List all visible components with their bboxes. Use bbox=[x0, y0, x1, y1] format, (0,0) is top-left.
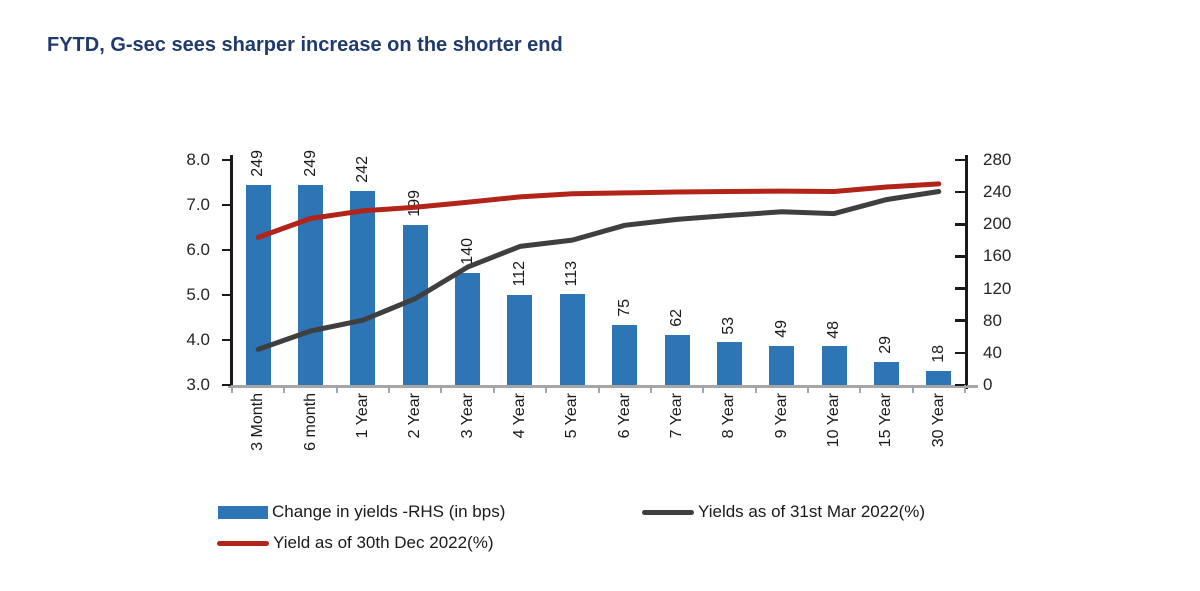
bar bbox=[245, 184, 271, 385]
x-axis-tick bbox=[911, 385, 914, 393]
right-axis-tick-label: 120 bbox=[983, 278, 1012, 298]
x-axis-tick bbox=[545, 385, 548, 393]
legend-label-yield-dec-2022: Yield as of 30th Dec 2022(%) bbox=[273, 533, 494, 552]
x-axis-tick bbox=[649, 385, 652, 393]
bar bbox=[716, 342, 742, 385]
left-axis-tick bbox=[222, 293, 231, 297]
bar bbox=[350, 190, 376, 385]
bar-value-label: 49 bbox=[772, 319, 790, 338]
bar bbox=[559, 294, 585, 385]
x-category-label: 3 Month bbox=[249, 393, 267, 451]
bar bbox=[455, 272, 481, 385]
mar-2022-line-swatch bbox=[642, 509, 694, 515]
left-axis-tick-label: 6.0 bbox=[186, 240, 210, 259]
left-axis-tick bbox=[222, 203, 231, 207]
bar-value-label: 199 bbox=[406, 190, 424, 218]
x-category-label: 8 Year bbox=[720, 393, 738, 439]
bar bbox=[612, 324, 638, 385]
legend-item-yields-mar-2022: Yields as of 31st Mar 2022(%) bbox=[642, 501, 925, 523]
x-category-label: 2 Year bbox=[406, 393, 424, 439]
bar-value-label: 29 bbox=[877, 335, 895, 354]
right-axis-tick bbox=[955, 319, 967, 322]
bar-value-label: 249 bbox=[301, 150, 319, 177]
bar-series-swatch bbox=[218, 505, 268, 519]
left-axis-tick-label: 7.0 bbox=[186, 195, 210, 214]
legend-item-change-in-yields: Change in yields -RHS (in bps) bbox=[218, 501, 505, 523]
right-axis-tick-label: 0 bbox=[983, 375, 993, 394]
x-axis-tick bbox=[283, 385, 286, 393]
right-axis-tick bbox=[955, 287, 967, 290]
left-axis-tick-label: 3.0 bbox=[186, 375, 210, 394]
right-axis-tick-label: 280 bbox=[983, 150, 1012, 169]
x-category-label: 1 Year bbox=[353, 393, 371, 439]
left-axis-tick-label: 5.0 bbox=[186, 285, 210, 304]
x-category-label: 9 Year bbox=[772, 393, 790, 439]
bar bbox=[664, 335, 690, 385]
x-category-label: 3 Year bbox=[458, 393, 476, 439]
bar-value-label: 249 bbox=[249, 150, 267, 177]
x-axis-tick bbox=[335, 385, 338, 393]
right-axis-tick-label: 80 bbox=[983, 310, 1002, 330]
bar-value-label: 75 bbox=[615, 298, 633, 317]
bar-value-label: 113 bbox=[563, 260, 581, 287]
x-category-label: 15 Year bbox=[877, 393, 895, 448]
x-category-label: 5 Year bbox=[563, 393, 581, 439]
x-axis-tick bbox=[388, 385, 391, 393]
x-axis-tick bbox=[231, 385, 233, 393]
right-axis-tick bbox=[955, 351, 967, 355]
left-axis-tick bbox=[222, 338, 231, 342]
right-axis-tick-label: 240 bbox=[983, 182, 1012, 202]
bar bbox=[298, 184, 324, 385]
dec-2022-line-swatch bbox=[217, 540, 269, 546]
x-axis-tick bbox=[440, 385, 443, 393]
right-axis-tick-label: 160 bbox=[983, 246, 1012, 266]
bar-value-label: 140 bbox=[458, 237, 476, 265]
x-category-label: 10 Year bbox=[825, 393, 843, 448]
x-axis-tick bbox=[492, 385, 495, 393]
x-category-label: 7 Year bbox=[668, 393, 686, 439]
x-axis-tick bbox=[754, 385, 757, 393]
right-axis-tick bbox=[955, 190, 967, 194]
left-axis-tick bbox=[222, 158, 231, 162]
x-category-label: 6 month bbox=[301, 393, 319, 451]
legend-label-change-in-yields: Change in yields -RHS (in bps) bbox=[272, 502, 506, 521]
bar-value-label: 62 bbox=[668, 309, 686, 328]
left-axis-tick-label: 8.0 bbox=[186, 150, 210, 169]
bar bbox=[873, 361, 899, 385]
bar-value-label: 18 bbox=[929, 344, 947, 363]
x-category-label: 30 Year bbox=[929, 393, 947, 448]
bar-value-label: 53 bbox=[720, 316, 738, 335]
right-axis-tick bbox=[955, 255, 967, 258]
right-axis-tick bbox=[955, 158, 967, 162]
left-axis-tick-label: 4.0 bbox=[186, 330, 210, 349]
right-axis-line bbox=[965, 155, 968, 389]
bar-value-label: 112 bbox=[510, 261, 528, 287]
x-axis-tick bbox=[702, 385, 705, 393]
left-axis-tick bbox=[222, 248, 231, 252]
right-axis-tick bbox=[955, 383, 967, 387]
bar bbox=[926, 370, 952, 385]
x-axis-tick bbox=[806, 385, 809, 393]
x-category-label: 6 Year bbox=[615, 393, 633, 439]
bar bbox=[769, 345, 795, 385]
legend-label-yields-mar-2022: Yields as of 31st Mar 2022(%) bbox=[698, 502, 926, 521]
left-axis-tick bbox=[222, 383, 231, 387]
x-axis-line bbox=[228, 385, 978, 388]
left-axis-line bbox=[230, 155, 233, 387]
right-axis-tick-label: 40 bbox=[983, 342, 1002, 362]
bar bbox=[402, 225, 428, 385]
legend-item-yield-dec-2022: Yield as of 30th Dec 2022(%) bbox=[217, 532, 494, 554]
x-axis-tick bbox=[964, 385, 966, 393]
bar-value-label: 48 bbox=[825, 320, 843, 339]
x-category-label: 4 Year bbox=[510, 393, 528, 439]
bar-value-label: 242 bbox=[353, 155, 371, 183]
bar bbox=[507, 295, 533, 385]
x-axis-tick bbox=[859, 385, 862, 393]
right-axis-tick-label: 200 bbox=[983, 214, 1012, 234]
bar bbox=[821, 346, 847, 385]
x-axis-tick bbox=[597, 385, 600, 393]
right-axis-tick bbox=[955, 223, 967, 226]
chart-title: FYTD, G-sec sees sharper increase on the… bbox=[47, 34, 563, 56]
